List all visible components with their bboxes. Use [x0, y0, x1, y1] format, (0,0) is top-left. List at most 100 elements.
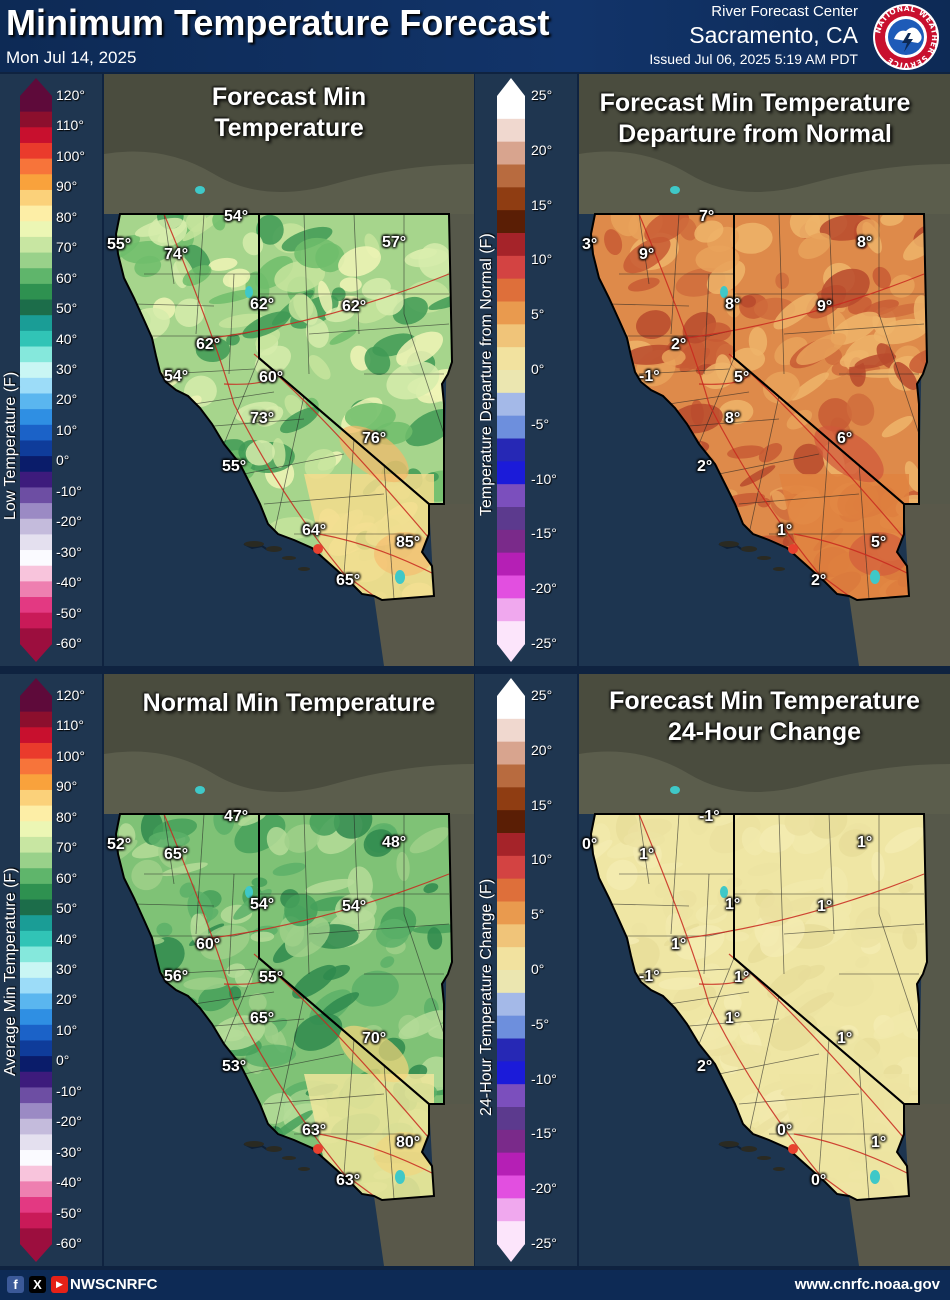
legend-swatch	[497, 529, 525, 554]
legend-swatch	[497, 741, 525, 765]
temperature-label: 54°	[342, 898, 367, 915]
legend-swatch	[497, 301, 525, 325]
lake	[195, 786, 205, 794]
legend-cap-bottom	[20, 644, 52, 662]
legend-cap-top	[497, 78, 525, 96]
legend-cap-bottom	[497, 644, 525, 662]
legend-cap-bottom	[497, 1244, 525, 1262]
legend-swatch	[497, 696, 525, 720]
legend-swatch	[20, 597, 52, 614]
legend-tick: -60°	[56, 1235, 82, 1251]
channel-island	[719, 541, 739, 547]
channel-island	[282, 1156, 296, 1160]
forecast-date: Mon Jul 14, 2025	[6, 48, 137, 67]
legend-swatch	[497, 141, 525, 165]
temperature-label: 0°	[811, 1172, 827, 1189]
nws-logo-icon: NATIONAL WEATHER SERVICE	[873, 4, 939, 70]
legend-swatch	[20, 174, 52, 191]
legend-swatch	[497, 415, 525, 439]
lake-tahoe	[245, 886, 253, 898]
los-angeles-marker	[313, 544, 323, 554]
rfc-label: River Forecast Center	[711, 3, 858, 20]
lake	[670, 186, 680, 194]
legend-tick: 25°	[531, 687, 553, 703]
legend-swatch	[20, 236, 52, 254]
temperature-label: 63°	[302, 1122, 327, 1139]
legend-tick: 40°	[56, 930, 78, 947]
legend-cap-top	[20, 78, 52, 96]
panel-forecast-min: Forecast Min Temperature 54° 55° 74° 57° 62° 6…	[104, 74, 474, 666]
temperature-label: 54°	[250, 896, 275, 913]
temperature-label: 80°	[396, 1134, 421, 1151]
temperature-label: 62°	[250, 296, 275, 313]
los-angeles-marker	[313, 1144, 323, 1154]
facebook-icon[interactable]: f	[7, 1276, 24, 1293]
legend-swatch	[497, 833, 525, 857]
legend-swatch	[20, 518, 52, 535]
legend-swatch	[20, 440, 52, 457]
legend-swatch	[20, 377, 52, 394]
legend-swatch	[497, 1107, 525, 1131]
legend-tick: 100°	[56, 747, 85, 764]
california-border	[114, 213, 436, 602]
legend-swatch	[497, 764, 525, 788]
legend-swatch	[497, 1084, 525, 1108]
temperature-label: 2°	[671, 336, 687, 353]
youtube-icon[interactable]: ▶	[51, 1276, 68, 1293]
mexico-terrain	[374, 1104, 474, 1266]
legend-tick: 5°	[531, 306, 545, 323]
channel-island	[282, 556, 296, 560]
legend-swatch	[20, 1103, 52, 1120]
legend-swatch	[20, 915, 52, 932]
legend-swatch	[497, 718, 525, 743]
legend-swatch	[497, 164, 525, 188]
temperature-label: 70°	[362, 1030, 387, 1047]
temperature-label: 0°	[582, 836, 598, 853]
legend-tick: -40°	[56, 1174, 82, 1191]
temperature-label: 76°	[362, 430, 387, 447]
legend-swatch	[497, 787, 525, 811]
legend-tick: -10°	[531, 470, 557, 487]
website-link[interactable]: www.cnrfc.noaa.gov	[794, 1276, 940, 1293]
legend-swatch	[20, 315, 52, 332]
legend-swatch	[20, 1134, 52, 1151]
nevada-border	[733, 813, 929, 1105]
lake-tahoe	[720, 886, 728, 898]
temperature-label: 7°	[699, 208, 715, 225]
legend-tick: 25°	[531, 87, 553, 103]
legend-tick: -5°	[531, 415, 550, 432]
temperature-label: 63°	[336, 1172, 361, 1189]
x-icon[interactable]: X	[29, 1276, 46, 1293]
legend-tick: 100°	[56, 147, 85, 164]
legend-swatch	[497, 1038, 525, 1062]
legend-swatch	[497, 924, 525, 948]
legend-swatch	[497, 1198, 525, 1222]
los-angeles-marker	[788, 544, 798, 554]
legend-tick: 110°	[56, 117, 84, 134]
legend-swatch	[497, 1175, 525, 1199]
legend-tick: -25°	[531, 1235, 557, 1251]
legend-swatch	[20, 742, 52, 760]
legend-swatch	[497, 210, 525, 234]
social-handle[interactable]: NWSCNRFC	[70, 1276, 158, 1293]
california-border	[589, 213, 911, 602]
channel-island	[244, 1141, 264, 1147]
legend-swatch	[20, 362, 52, 379]
nevada-border	[258, 213, 454, 505]
legend-tick: -10°	[56, 1082, 82, 1099]
channel-island	[266, 546, 282, 552]
arizona-terrain	[919, 214, 950, 504]
legend-tick: 20°	[531, 741, 553, 758]
legend-swatch	[497, 347, 525, 371]
panel-normal-min: Normal Min Temperature 47° 52° 65° 48° 54° 54…	[104, 674, 474, 1266]
legend-swatch	[497, 970, 525, 994]
legend-swatch	[497, 1015, 525, 1039]
channel-island	[757, 1156, 771, 1160]
footer: f X ▶ NWSCNRFC www.cnrfc.noaa.gov	[0, 1270, 950, 1300]
california-border	[589, 813, 911, 1202]
legend-tick: 120°	[56, 687, 85, 703]
legend-temperature-forecast: Low Temperature (F) 120° 110° 100° 90° 80° 70…	[0, 74, 102, 666]
legend-swatch	[497, 233, 525, 257]
nevada-border	[733, 213, 929, 505]
temperature-label: 65°	[336, 572, 361, 589]
